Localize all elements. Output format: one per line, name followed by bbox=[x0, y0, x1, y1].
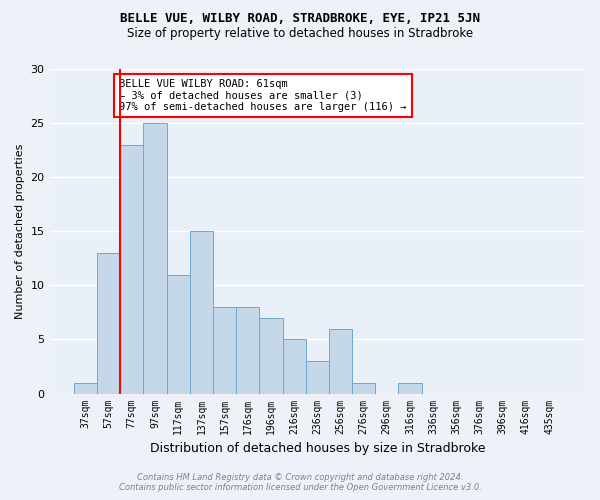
X-axis label: Distribution of detached houses by size in Stradbroke: Distribution of detached houses by size … bbox=[149, 442, 485, 455]
Bar bbox=[283, 340, 305, 394]
Text: Contains HM Land Registry data © Crown copyright and database right 2024.
Contai: Contains HM Land Registry data © Crown c… bbox=[119, 473, 481, 492]
Bar bbox=[167, 274, 190, 394]
Text: BELLE VUE WILBY ROAD: 61sqm
← 3% of detached houses are smaller (3)
97% of semi-: BELLE VUE WILBY ROAD: 61sqm ← 3% of deta… bbox=[119, 78, 407, 112]
Bar bbox=[329, 328, 352, 394]
Bar bbox=[143, 123, 167, 394]
Bar bbox=[74, 382, 97, 394]
Bar bbox=[213, 307, 236, 394]
Bar bbox=[236, 307, 259, 394]
Text: Size of property relative to detached houses in Stradbroke: Size of property relative to detached ho… bbox=[127, 28, 473, 40]
Bar bbox=[190, 232, 213, 394]
Bar bbox=[259, 318, 283, 394]
Bar bbox=[120, 144, 143, 394]
Bar bbox=[97, 253, 120, 394]
Text: BELLE VUE, WILBY ROAD, STRADBROKE, EYE, IP21 5JN: BELLE VUE, WILBY ROAD, STRADBROKE, EYE, … bbox=[120, 12, 480, 26]
Y-axis label: Number of detached properties: Number of detached properties bbox=[15, 144, 25, 319]
Bar bbox=[305, 361, 329, 394]
Bar bbox=[398, 382, 422, 394]
Bar bbox=[352, 382, 375, 394]
